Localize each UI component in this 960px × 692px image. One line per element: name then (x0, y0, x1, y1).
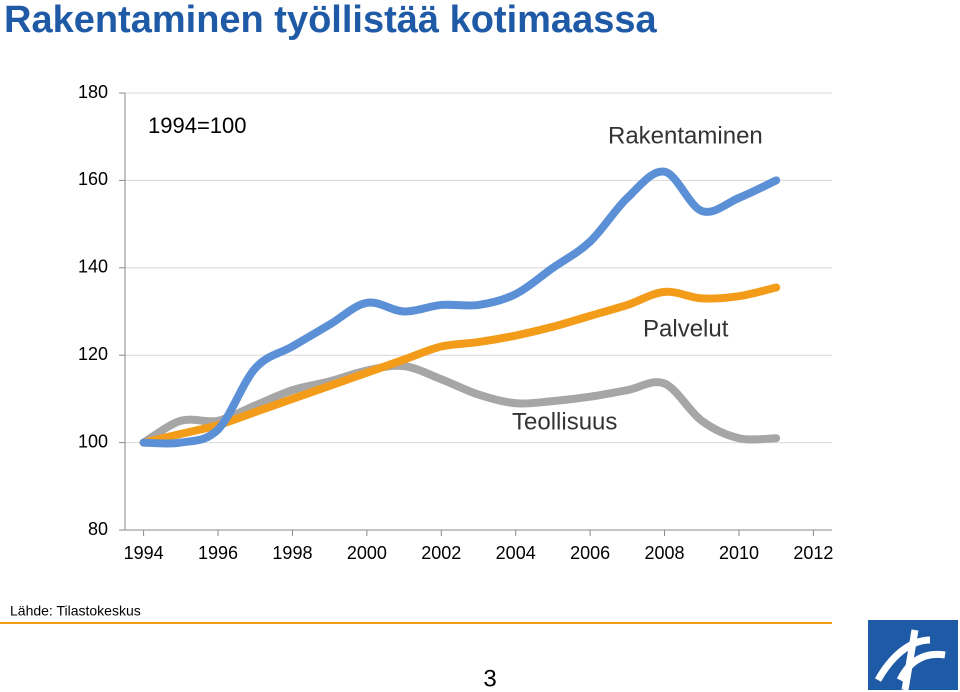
series-line (139, 361, 781, 447)
y-tick-label: 140 (78, 257, 108, 277)
annotation: 1994=100 (148, 113, 247, 138)
x-tick-label: 1996 (198, 543, 238, 563)
x-tick-label: 2006 (570, 543, 610, 563)
y-tick-label: 80 (88, 519, 108, 539)
x-tick-label: 1994 (124, 543, 164, 563)
x-tick-label: 2012 (793, 543, 833, 563)
y-tick-label: 160 (78, 169, 108, 189)
slide-title: Rakentaminen työllistää kotimaassa (4, 0, 657, 41)
y-tick-label: 180 (78, 82, 108, 102)
x-tick-label: 2000 (347, 543, 387, 563)
x-tick-label: 1998 (272, 543, 312, 563)
annotation: Rakentaminen (608, 122, 763, 149)
page-number: 3 (483, 665, 496, 692)
y-tick-label: 100 (78, 431, 108, 451)
annotation: Palvelut (643, 315, 729, 342)
series-line (139, 167, 781, 448)
source: Lähde: Tilastokeskus (10, 603, 141, 619)
logo (868, 620, 958, 691)
annotation: Teollisuus (512, 408, 617, 435)
x-tick-label: 2004 (496, 543, 536, 563)
x-tick-label: 2008 (645, 543, 685, 563)
x-tick-label: 2002 (421, 543, 461, 563)
x-tick-label: 2010 (719, 543, 759, 563)
y-tick-label: 120 (78, 344, 108, 364)
series-line (139, 283, 781, 447)
